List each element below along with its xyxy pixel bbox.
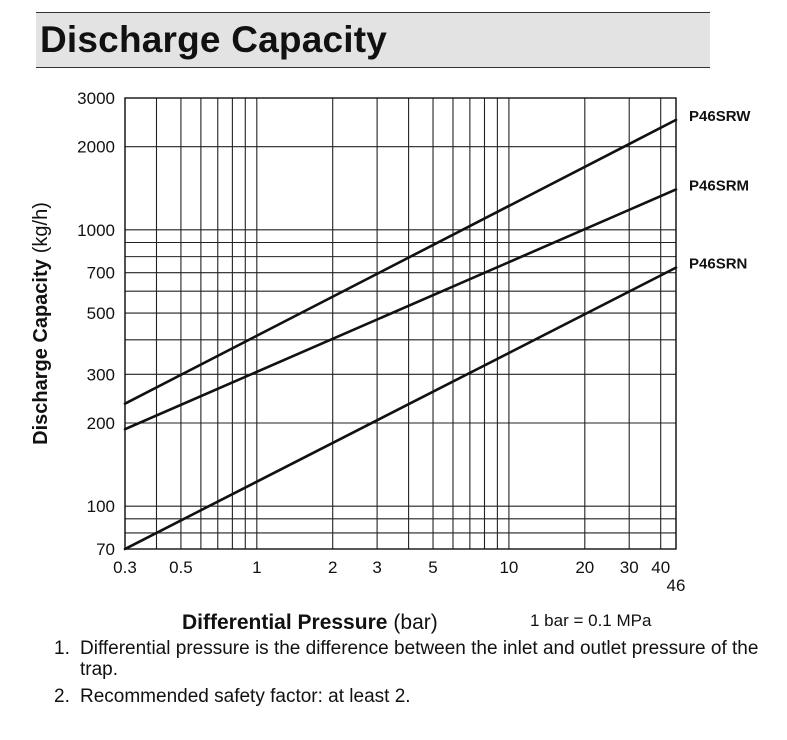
note-item: 2. Recommended safety factor: at least 2… xyxy=(54,686,774,707)
y-tick-label: 3000 xyxy=(77,89,115,108)
y-axis-title: Discharge Capacity (kg/h) xyxy=(30,202,52,445)
series-line-p46srn xyxy=(123,266,678,551)
x-tick-label: 46 xyxy=(667,576,686,595)
series-label: P46SRW xyxy=(689,108,751,125)
x-tick-label: 2 xyxy=(328,558,337,577)
note-item: 1. Differential pressure is the differen… xyxy=(54,638,774,680)
series-line-p46srw xyxy=(123,118,678,405)
grid xyxy=(124,97,677,550)
y-tick-label: 70 xyxy=(96,540,115,559)
page-title: Discharge Capacity xyxy=(40,19,388,60)
note-number: 2. xyxy=(54,686,70,707)
x-tick-label: 3 xyxy=(372,558,381,577)
x-axis-title-bold: Differential Pressure xyxy=(182,611,387,634)
x-tick-label: 40 xyxy=(651,558,670,577)
x-tick-label: 30 xyxy=(620,558,639,577)
series-lines xyxy=(123,118,678,551)
plot-frame xyxy=(124,97,677,550)
y-axis-title-unit: (kg/h) xyxy=(30,202,52,253)
y-tick-label: 200 xyxy=(87,414,115,433)
note-number: 1. xyxy=(54,638,70,659)
y-tick-label: 300 xyxy=(87,365,115,384)
x-tick-label: 0.5 xyxy=(169,558,193,577)
x-axis-title: Differential Pressure (bar) xyxy=(182,611,438,634)
notes: 1. Differential pressure is the differen… xyxy=(54,638,774,713)
title-bar: Discharge Capacity xyxy=(36,12,710,68)
conversion-note: 1 bar = 0.1 MPa xyxy=(530,611,652,630)
y-tick-label: 2000 xyxy=(77,138,115,157)
y-tick-label: 700 xyxy=(87,264,115,283)
x-tick-label: 5 xyxy=(428,558,437,577)
y-tick-label: 500 xyxy=(87,304,115,323)
y-tick-label: 1000 xyxy=(77,221,115,240)
y-axis-title-bold: Discharge Capacity xyxy=(30,258,52,445)
x-tick-label: 10 xyxy=(499,558,518,577)
note-text: Recommended safety factor: at least 2. xyxy=(80,686,411,707)
series-label: P46SRN xyxy=(689,256,747,273)
y-tick-label: 100 xyxy=(87,497,115,516)
series-line-p46srm xyxy=(123,188,678,431)
x-axis-title-unit: (bar) xyxy=(393,611,437,634)
series-label: P46SRM xyxy=(689,177,749,194)
x-tick-label: 0.3 xyxy=(113,558,137,577)
tick-labels: 70 100 200 300 500 700 1000 2000 3000 0.3 0.5 1 2 3 5 1… xyxy=(77,89,751,595)
x-tick-label: 20 xyxy=(575,558,594,577)
note-text: Differential pressure is the difference … xyxy=(80,638,759,680)
x-tick-label: 1 xyxy=(252,558,261,577)
discharge-capacity-chart: 70 100 200 300 500 700 1000 2000 3000 0.3 0.5 1 2 3 5 1… xyxy=(30,89,751,634)
